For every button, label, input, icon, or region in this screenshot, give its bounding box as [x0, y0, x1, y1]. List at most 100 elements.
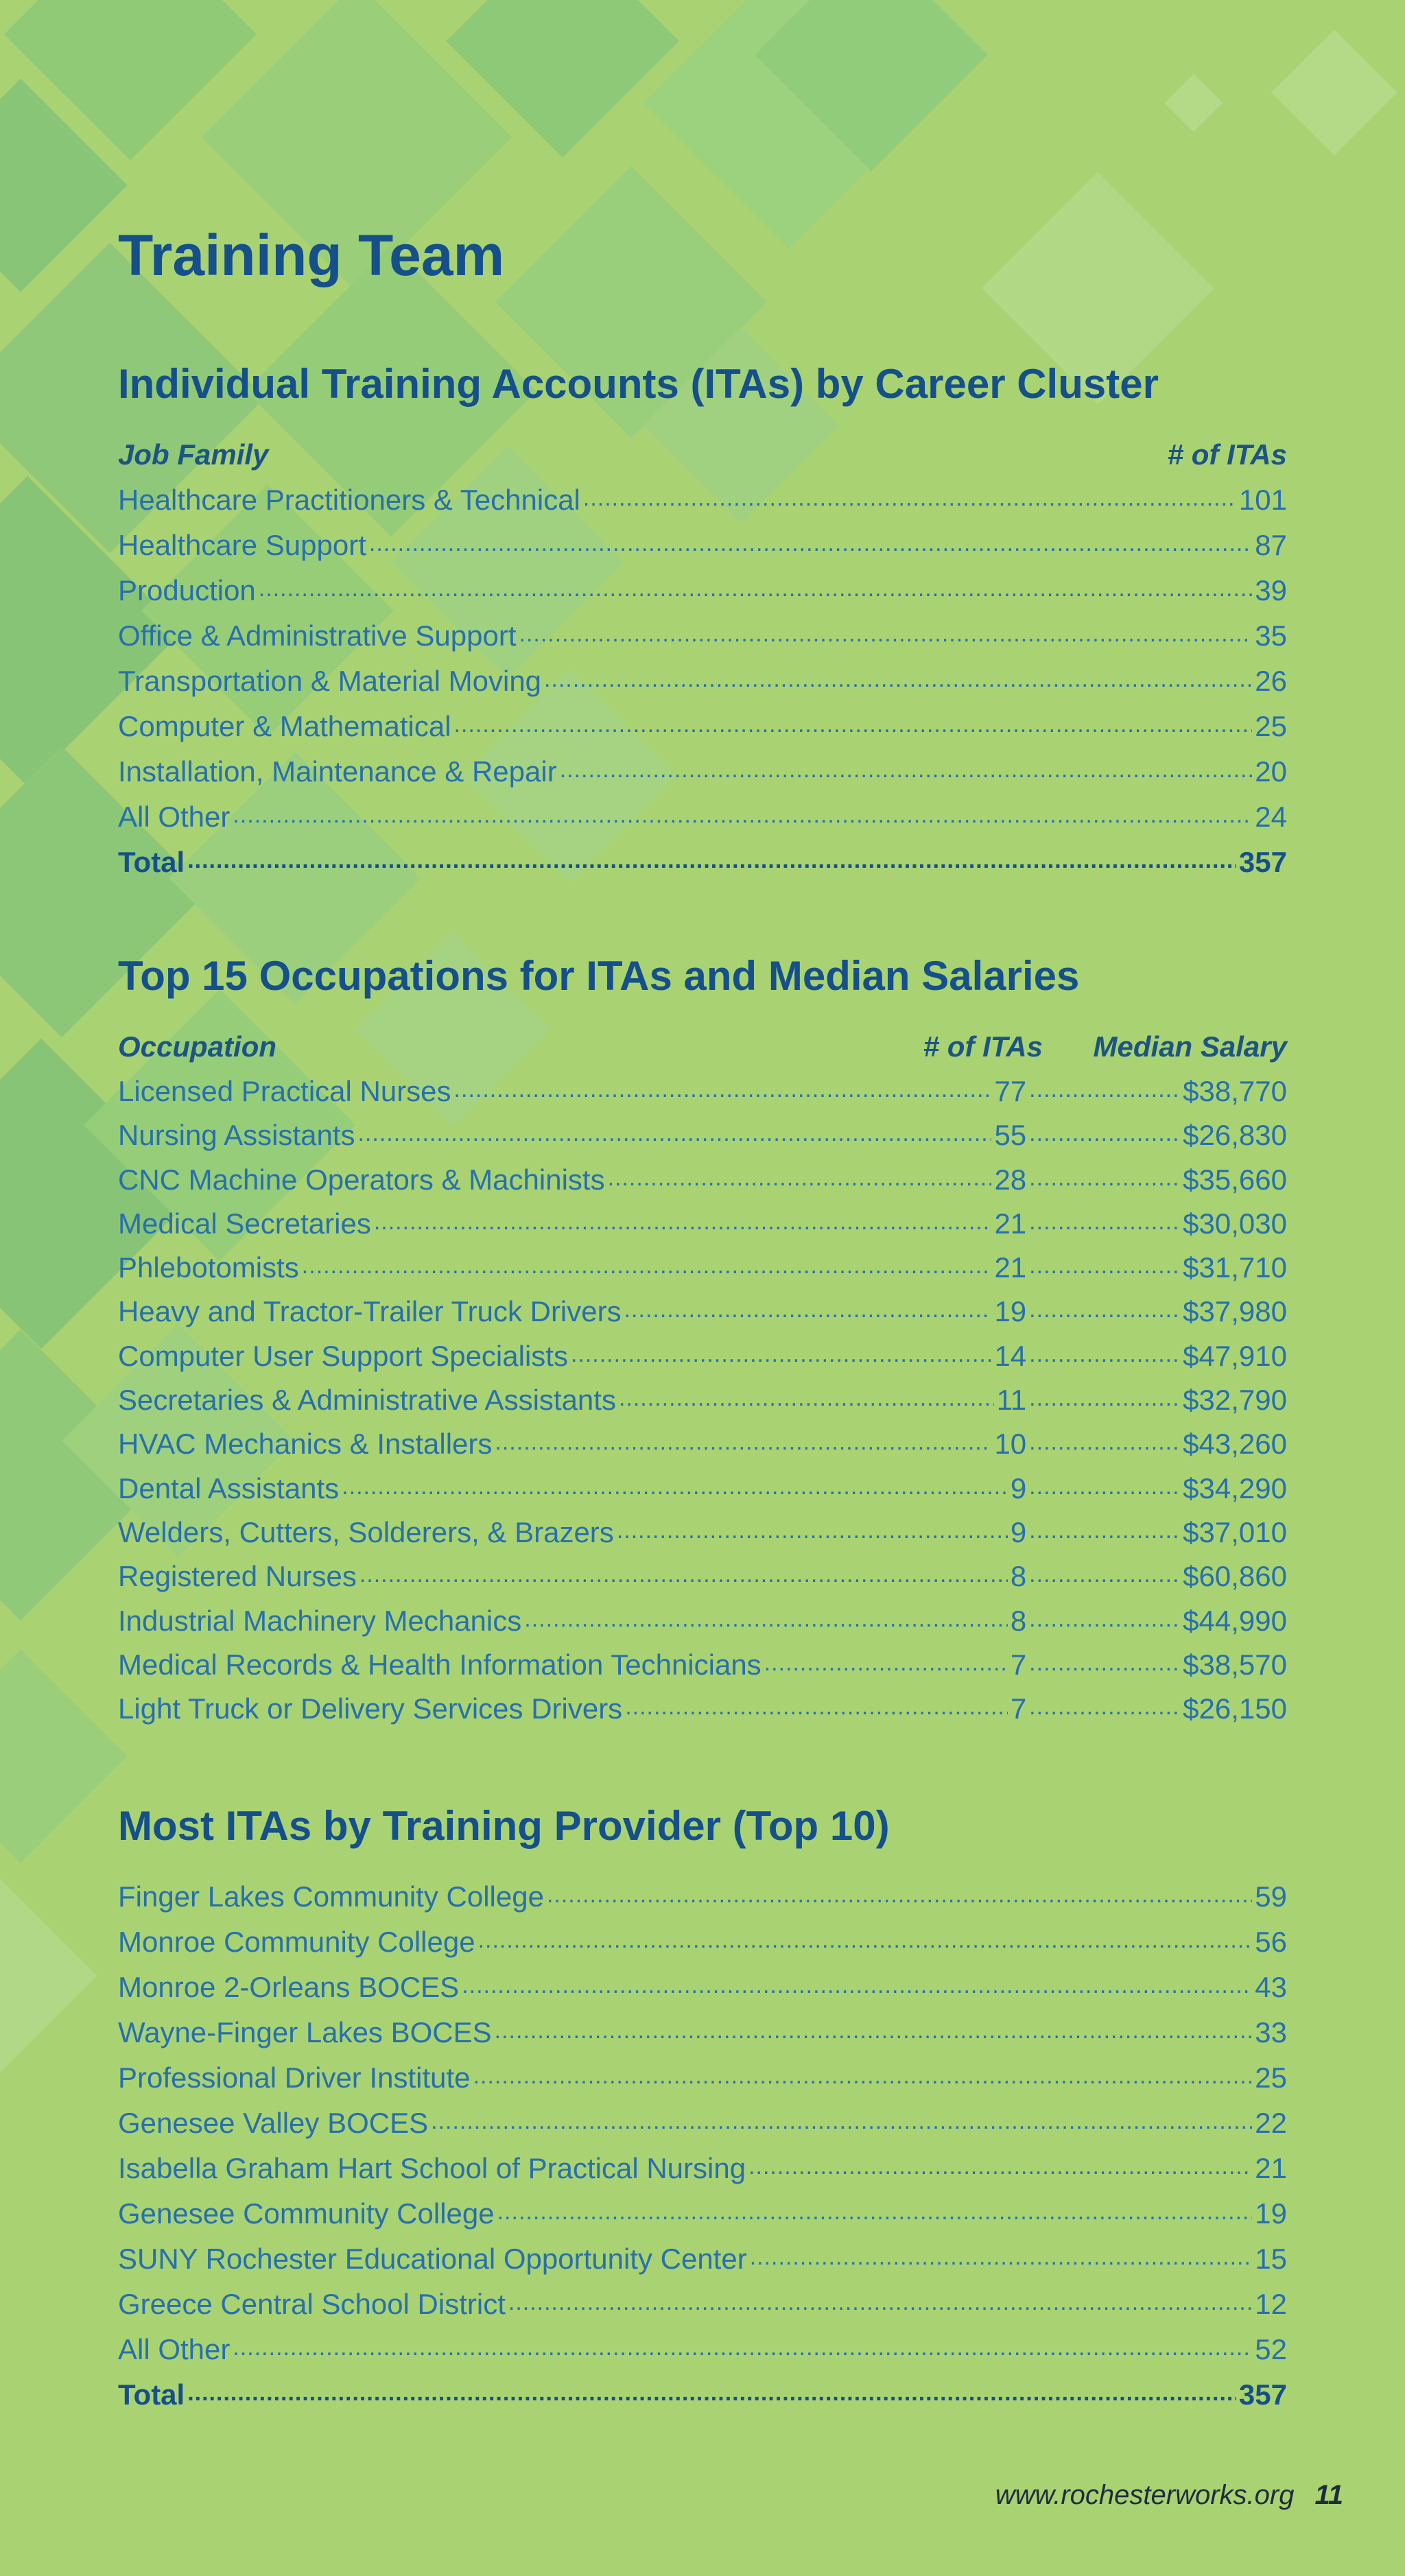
row-itas: 21 [994, 1251, 1027, 1284]
row-value: 101 [1238, 484, 1287, 516]
row-salary: $60,860 [1183, 1560, 1287, 1593]
row-label: HVAC Mechanics & Installers [118, 1428, 493, 1461]
page-footer: www.rochesterworks.org 11 [995, 2480, 1343, 2511]
row-label: Medical Records & Health Information Tec… [118, 1648, 761, 1681]
table-row: Genesee Valley BOCES 22 [118, 2101, 1287, 2146]
row-label: Wayne-Finger Lakes BOCES [118, 2016, 492, 2048]
table-row: Medical Records & Health Information Tec… [118, 1643, 1287, 1687]
providers-table: Finger Lakes Community College 59 Monroe C… [118, 1874, 1287, 2418]
table-row: Professional Driver Institute 25 [118, 2055, 1287, 2101]
table-row: Office & Administrative Support 35 [118, 613, 1287, 659]
row-itas: 19 [994, 1295, 1027, 1328]
row-salary: $47,910 [1183, 1339, 1287, 1372]
header-median-salary: Median Salary [1093, 1030, 1287, 1063]
row-label: All Other [118, 2333, 231, 2365]
table-row: Finger Lakes Community College 59 [118, 1874, 1287, 1919]
row-label: SUNY Rochester Educational Opportunity C… [118, 2243, 747, 2275]
row-salary: $30,030 [1183, 1207, 1287, 1240]
row-value: 22 [1255, 2107, 1287, 2139]
row-label: Installation, Maintenance & Repair [118, 755, 557, 788]
row-value: 12 [1255, 2288, 1287, 2320]
row-value: 25 [1255, 2061, 1287, 2094]
footer-url[interactable]: www.rochesterworks.org [995, 2480, 1295, 2510]
table-row: Production 39 [118, 568, 1287, 613]
row-value: 39 [1255, 574, 1287, 606]
row-label: Light Truck or Delivery Services Drivers [118, 1692, 623, 1725]
career-cluster-title: Individual Training Accounts (ITAs) by C… [118, 361, 1159, 407]
row-label: Computer & Mathematical [118, 710, 451, 742]
row-itas: 14 [994, 1339, 1027, 1372]
row-label: Registered Nurses [118, 1560, 357, 1593]
table-row: SUNY Rochester Educational Opportunity C… [118, 2236, 1287, 2282]
row-salary: $31,710 [1183, 1251, 1287, 1284]
row-value: 21 [1255, 2152, 1287, 2184]
row-label: Healthcare Support [118, 529, 366, 561]
row-value: 35 [1255, 619, 1287, 652]
table-row: Monroe 2-Orleans BOCES 43 [118, 1965, 1287, 2010]
row-itas: 8 [1010, 1560, 1027, 1593]
row-label: Greece Central School District [118, 2288, 506, 2320]
row-label: Finger Lakes Community College [118, 1880, 544, 1913]
row-value: 26 [1255, 665, 1287, 697]
table-row: Registered Nurses 8 $60,860 [118, 1555, 1287, 1598]
row-label: Industrial Machinery Mechanics [118, 1604, 522, 1637]
row-salary: $32,790 [1183, 1384, 1287, 1417]
row-label: CNC Machine Operators & Machinists [118, 1163, 605, 1196]
table-row: HVAC Mechanics & Installers 10 $43,260 [118, 1422, 1287, 1466]
table-row: Phlebotomists 21 $31,710 [118, 1246, 1287, 1290]
row-value: 33 [1255, 2016, 1287, 2048]
table-row: Healthcare Practitioners & Technical 101 [118, 477, 1287, 523]
table-row: Isabella Graham Hart School of Practical… [118, 2146, 1287, 2191]
occupations-title: Top 15 Occupations for ITAs and Median S… [118, 953, 1080, 999]
row-itas: 8 [1010, 1604, 1027, 1637]
table-row: Healthcare Support 87 [118, 523, 1287, 568]
table-header: Occupation # of ITAs Median Salary [118, 1024, 1287, 1070]
page-number: 11 [1314, 2480, 1343, 2510]
row-label: Nursing Assistants [118, 1119, 355, 1152]
table-row: Genesee Community College 19 [118, 2191, 1287, 2236]
row-label: Isabella Graham Hart School of Practical… [118, 2152, 746, 2184]
total-label: Total [118, 846, 185, 878]
row-itas: 55 [994, 1119, 1027, 1152]
row-label: Dental Assistants [118, 1472, 340, 1504]
table-row: Secretaries & Administrative Assistants 1… [118, 1378, 1287, 1422]
row-salary: $37,980 [1183, 1295, 1287, 1328]
row-label: Heavy and Tractor-Trailer Truck Drivers [118, 1295, 622, 1328]
table-header: Job Family # of ITAs [118, 432, 1287, 477]
row-label: Phlebotomists [118, 1251, 299, 1284]
row-salary: $26,830 [1183, 1119, 1287, 1152]
row-itas: 9 [1010, 1472, 1027, 1504]
header-num-itas: # of ITAs [923, 1030, 1043, 1063]
row-salary: $34,290 [1183, 1472, 1287, 1504]
row-itas: 11 [996, 1384, 1027, 1417]
table-row: Nursing Assistants 55 $26,830 [118, 1113, 1287, 1157]
total-label: Total [118, 2378, 185, 2411]
table-row: Heavy and Tractor-Trailer Truck Drivers 1… [118, 1290, 1287, 1334]
table-row: Medical Secretaries 21 $30,030 [118, 1202, 1287, 1246]
row-value: 19 [1255, 2197, 1287, 2230]
total-row: Total 357 [118, 2372, 1287, 2418]
table-row: Computer & Mathematical 25 [118, 704, 1287, 749]
table-row: Light Truck or Delivery Services Drivers… [118, 1687, 1287, 1731]
row-itas: 28 [994, 1163, 1027, 1196]
row-label: Professional Driver Institute [118, 2061, 471, 2094]
header-num-itas: # of ITAs [1167, 438, 1287, 471]
occupations-table: Occupation # of ITAs Median Salary Licen… [118, 1024, 1287, 1731]
row-salary: $35,660 [1183, 1163, 1287, 1196]
row-label: All Other [118, 801, 231, 833]
row-label: Transportation & Material Moving [118, 665, 542, 697]
row-label: Monroe Community College [118, 1926, 475, 1958]
row-label: Computer User Support Specialists [118, 1339, 568, 1372]
row-label: Licensed Practical Nurses [118, 1075, 451, 1107]
table-row: All Other 24 [118, 794, 1287, 840]
row-itas: 9 [1010, 1515, 1027, 1548]
row-value: 59 [1255, 1880, 1287, 1913]
total-value: 357 [1238, 2378, 1287, 2411]
table-row: Wayne-Finger Lakes BOCES 33 [118, 2010, 1287, 2055]
row-salary: $37,010 [1183, 1515, 1287, 1548]
row-salary: $44,990 [1183, 1604, 1287, 1637]
row-label: Genesee Community College [118, 2197, 495, 2230]
table-row: Monroe Community College 56 [118, 1919, 1287, 1965]
table-row: CNC Machine Operators & Machinists 28 $35,… [118, 1158, 1287, 1202]
table-row: Transportation & Material Moving 26 [118, 659, 1287, 704]
